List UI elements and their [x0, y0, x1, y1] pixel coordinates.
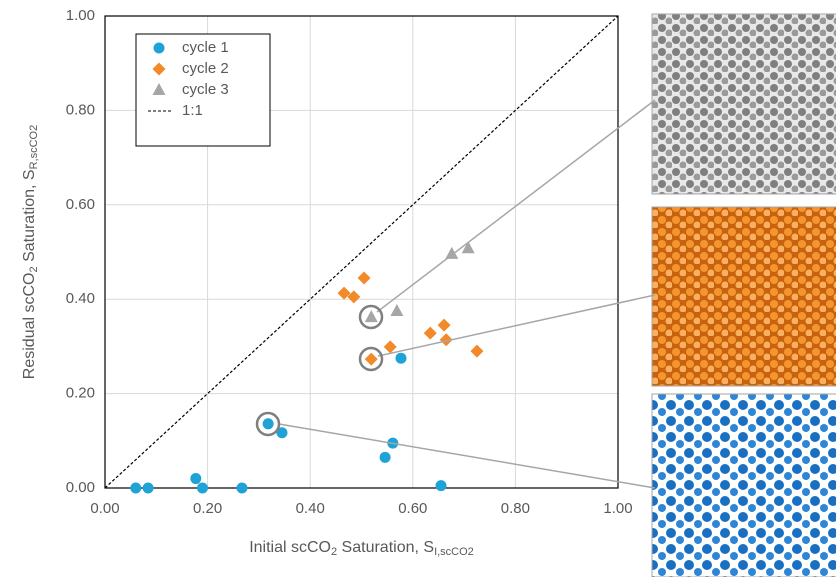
marker — [445, 247, 458, 259]
image-cycle-2 — [652, 207, 836, 386]
y-tick-label: 0.00 — [66, 479, 95, 496]
x-tick-label: 1.00 — [603, 500, 632, 517]
image-cycle-1 — [652, 394, 836, 577]
marker — [436, 480, 447, 491]
axis-label-part: Saturation, S — [21, 169, 38, 266]
x-tick-label: 0.60 — [398, 500, 427, 517]
marker — [424, 327, 437, 340]
chart: 0.00 0.20 0.40 0.60 0.80 1.00 0.00 0.20 0.40 0.60… — [0, 0, 836, 577]
y-tick-label: 0.60 — [66, 196, 95, 213]
marker — [384, 340, 397, 353]
marker — [358, 271, 371, 284]
y-tick-label: 0.20 — [66, 385, 95, 402]
x-tick-label: 0.20 — [193, 500, 222, 517]
legend: cycle 1 cycle 2 cycle 3 1:1 — [136, 34, 270, 146]
axis-label-part: I,scCO2 — [434, 546, 474, 558]
axis-label: Initial scCO2 Saturation, SI,scCO2 — [249, 539, 474, 558]
legend-label: cycle 3 — [182, 81, 229, 98]
x-tick-label: 0.00 — [90, 500, 119, 517]
leader-line — [378, 295, 655, 356]
marker — [197, 483, 208, 494]
image-cycle-3 — [652, 14, 836, 194]
marker — [143, 483, 154, 494]
axis-label-part: Initial scCO — [249, 539, 331, 556]
x-tick-label: 0.40 — [296, 500, 325, 517]
marker — [365, 310, 378, 322]
x-tick-label: 0.80 — [501, 500, 530, 517]
marker — [365, 353, 378, 366]
y-tick-label: 1.00 — [66, 7, 95, 24]
marker — [380, 452, 391, 463]
legend-label: 1:1 — [182, 102, 203, 119]
axis-label-part: R,scCO2 — [28, 125, 40, 170]
plot-area: 0.00 0.20 0.40 0.60 0.80 1.00 0.00 0.20 0.40 0.60… — [21, 7, 632, 558]
marker — [236, 483, 247, 494]
leader-line — [377, 100, 655, 312]
axis-label-part: Saturation, S — [337, 539, 434, 556]
legend-label: cycle 1 — [182, 39, 229, 56]
marker — [438, 319, 451, 332]
axis-label: Residual scCO2 Saturation, SR,scCO2 — [21, 125, 40, 379]
marker — [130, 483, 141, 494]
y-tick-label: 0.80 — [66, 101, 95, 118]
legend-marker — [154, 43, 165, 54]
marker — [263, 418, 274, 429]
marker — [470, 345, 483, 358]
marker — [396, 353, 407, 364]
marker — [190, 473, 201, 484]
marker — [390, 304, 403, 316]
y-tick-label: 0.40 — [66, 290, 95, 307]
axis-label-part: Residual scCO — [21, 273, 38, 380]
leader-line — [279, 424, 655, 488]
legend-label: cycle 2 — [182, 60, 229, 77]
